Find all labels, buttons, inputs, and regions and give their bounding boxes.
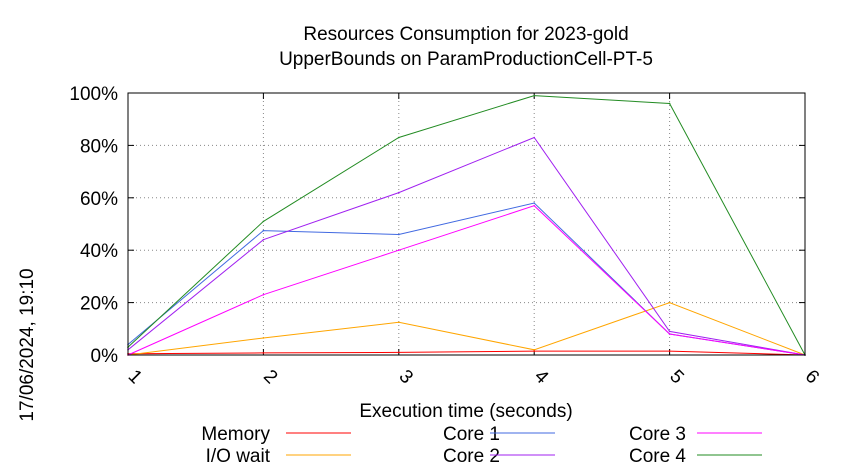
data-point <box>533 136 535 139</box>
x-axis-ticks: 1 2 3 4 5 6 <box>124 93 823 389</box>
legend-label: Core 4 <box>629 446 686 467</box>
data-point <box>533 202 535 204</box>
legend-label: Memory <box>201 424 270 445</box>
plot-frame <box>127 92 806 356</box>
legend-label: Core 1 <box>443 424 500 445</box>
legend-entry: Core 2 <box>443 446 555 467</box>
data-point <box>262 238 265 241</box>
data-point <box>398 136 400 139</box>
y-tick-label: 100% <box>69 84 118 105</box>
x-tick-label: 3 <box>395 366 417 388</box>
series-line <box>127 302 806 356</box>
data-point <box>262 352 265 354</box>
x-axis-label: Execution time (seconds) <box>359 401 572 422</box>
chart-subtitle: UpperBounds on ParamProductionCell-PT-5 <box>279 49 653 70</box>
series-group <box>127 94 806 356</box>
data-point <box>398 321 400 324</box>
data-point <box>533 204 535 207</box>
series-line <box>127 350 806 356</box>
data-point <box>668 350 671 352</box>
data-point <box>262 220 265 223</box>
chart-title: Resources Consumption for 2023-gold <box>303 24 628 45</box>
series-core-1 <box>127 202 806 356</box>
legend-entry: I/O wait <box>206 446 351 467</box>
series-line <box>127 202 806 356</box>
series-core-2 <box>127 136 806 356</box>
y-tick-label: 20% <box>80 294 118 315</box>
data-point <box>262 229 265 232</box>
data-point <box>533 348 535 351</box>
series-line <box>127 205 806 356</box>
legend-label: I/O wait <box>206 446 271 467</box>
x-tick-label: 2 <box>259 366 281 388</box>
data-point <box>533 350 535 352</box>
series-core-4 <box>127 94 806 356</box>
data-point <box>262 337 265 339</box>
data-point <box>668 102 671 105</box>
series-core-3 <box>127 204 806 356</box>
data-point <box>533 94 535 97</box>
legend-entry: Memory <box>201 424 351 445</box>
y-tick-label: 60% <box>80 189 118 210</box>
timestamp-label: 17/06/2024, 19:10 <box>17 268 38 421</box>
legend-entry: Core 1 <box>443 424 555 445</box>
data-point <box>398 233 400 236</box>
x-tick-label: 4 <box>530 366 553 389</box>
data-point <box>398 351 400 354</box>
legend-label: Core 3 <box>629 424 686 445</box>
x-tick-label: 5 <box>665 366 687 388</box>
x-tick-label: 6 <box>801 366 823 388</box>
data-point <box>668 333 671 335</box>
y-tick-label: 80% <box>80 136 118 157</box>
data-point <box>668 301 671 304</box>
legend-entry: Core 4 <box>629 446 762 467</box>
series-line <box>127 95 806 356</box>
legend-label: Core 2 <box>443 446 500 467</box>
series-line <box>127 136 806 356</box>
data-point <box>262 293 265 296</box>
data-point <box>398 191 400 194</box>
y-tick-label: 40% <box>80 241 118 262</box>
data-point <box>398 249 400 251</box>
legend-entry: Core 3 <box>629 424 762 445</box>
data-point <box>668 330 671 333</box>
x-tick-label: 1 <box>124 366 146 388</box>
y-tick-label: 0% <box>91 346 119 367</box>
